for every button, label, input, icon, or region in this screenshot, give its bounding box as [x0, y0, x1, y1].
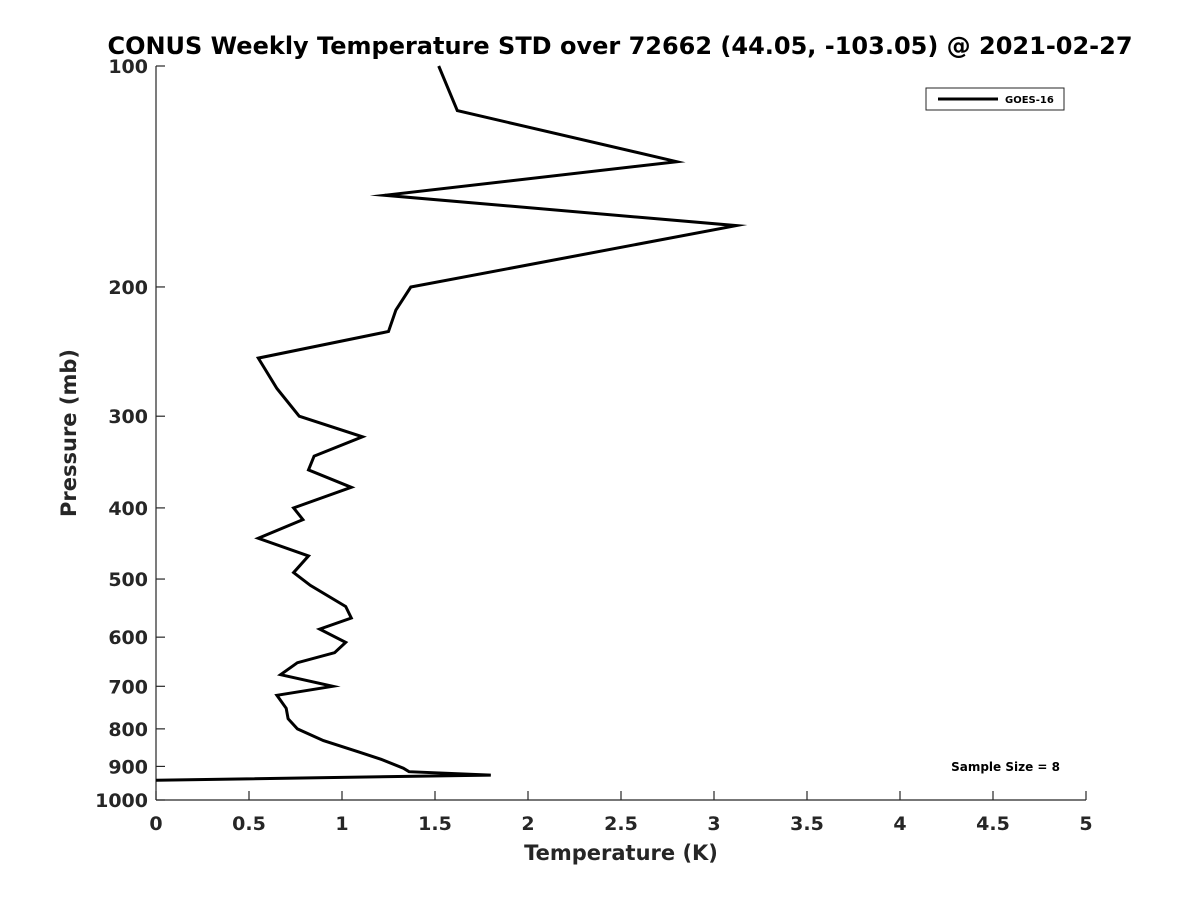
series-layer	[155, 65, 748, 782]
x-tick-label-6: 3	[707, 813, 720, 835]
x-tick-label-8: 4	[893, 813, 906, 835]
x-tick-label-10: 5	[1079, 813, 1092, 835]
y-tick-label-1: 200	[108, 277, 148, 299]
x-axis-label: Temperature (K)	[524, 841, 718, 865]
y-ticks: 100 200 300 400 500 600 700 800 900 1000	[95, 56, 165, 812]
y-tick-label-8: 900	[108, 756, 148, 778]
x-tick-label-1: 0.5	[232, 813, 266, 835]
series-line-goes-16	[155, 65, 748, 782]
legend: GOES-16	[925, 87, 1065, 111]
x-tick-label-0: 0	[149, 813, 162, 835]
y-tick-label-4: 500	[108, 569, 148, 591]
x-tick-label-9: 4.5	[976, 813, 1010, 835]
x-tick-label-4: 2	[521, 813, 534, 835]
x-tick-label-3: 1.5	[418, 813, 452, 835]
x-tick-label-7: 3.5	[790, 813, 824, 835]
y-tick-label-2: 300	[108, 406, 148, 428]
y-tick-label-5: 600	[108, 627, 148, 649]
y-tick-label-3: 400	[108, 498, 148, 520]
y-axis-label: Pressure (mb)	[57, 349, 81, 517]
sample-size-annotation: Sample Size = 8	[951, 760, 1060, 774]
y-tick-label-9: 1000	[95, 790, 148, 812]
x-tick-label-5: 2.5	[604, 813, 638, 835]
y-tick-label-6: 700	[108, 676, 148, 698]
legend-label-goes-16: GOES-16	[1005, 95, 1054, 106]
y-tick-label-0: 100	[108, 56, 148, 78]
x-ticks: 0 0.5 1 1.5 2 2.5 3 3.5 4 4.5 5	[149, 791, 1093, 835]
chart-title: CONUS Weekly Temperature STD over 72662 …	[107, 32, 1132, 60]
y-tick-label-7: 800	[108, 719, 148, 741]
x-tick-label-2: 1	[335, 813, 348, 835]
plot-area: 0 0.5 1 1.5 2 2.5 3 3.5 4 4.5 5 100 200 300 400 500 600…	[95, 56, 1093, 835]
